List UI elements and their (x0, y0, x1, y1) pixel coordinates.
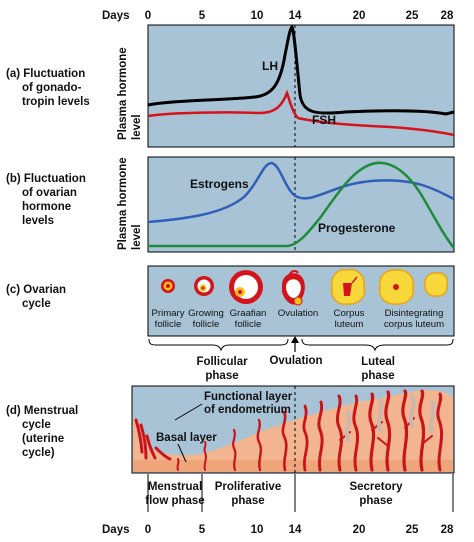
panel-a-title-3: tropin levels (22, 96, 90, 108)
stage-5-label-2: luteum (335, 319, 364, 330)
secretory-phase-label: Secretory (349, 481, 403, 493)
fsh-curve (147, 89, 455, 137)
lh-curve (147, 25, 455, 116)
panel-c-title-2: cycle (22, 298, 51, 310)
panel-b-ovarian-hormones: Estrogens Progesterone Plasma hormone le… (6, 156, 455, 253)
tick-top-0: 0 (145, 10, 151, 22)
uterine-glands (344, 394, 436, 442)
corpus-luteum-image (330, 268, 366, 306)
stage-6-label: Disintegrating (385, 308, 444, 319)
estrogens-label: Estrogens (190, 177, 249, 191)
tick-bottom-20: 20 (353, 524, 366, 536)
top-day-axis: Days 0 5 10 14 20 25 28 (102, 10, 454, 22)
proliferative-phase-label-2: phase (231, 495, 264, 507)
progesterone-label: Progesterone (318, 221, 396, 235)
panel-a-title: (a) Fluctuation (6, 68, 85, 80)
panel-a-ylabel-2: level (131, 114, 143, 140)
stage-6-label-2: corpus luteum (384, 319, 444, 330)
tick-bottom-28: 28 (441, 524, 454, 536)
panel-d-title-3: (uterine (22, 433, 64, 445)
panel-b-title: (b) Fluctuation (6, 173, 86, 185)
stage-4-label: Ovulation (278, 308, 319, 319)
panel-a-title-2: of gonado- (22, 82, 82, 94)
functional-layer-pointer (174, 403, 203, 421)
bottom-day-axis: Days 0 5 10 14 20 25 28 (102, 524, 454, 536)
tick-top-28: 28 (441, 10, 454, 22)
progesterone-curve (148, 161, 455, 249)
stage-2-label-2: follicle (193, 319, 220, 330)
stage-1-label-2: follicle (155, 319, 182, 330)
functional-layer-label: Functional layer (204, 391, 293, 403)
tick-top-5: 5 (199, 10, 206, 22)
stage-5-label: Corpus (334, 308, 365, 319)
days-label-bottom: Days (102, 524, 130, 536)
stage-1-label: Primary (151, 308, 184, 319)
luteal-phase-bracket (301, 338, 454, 352)
menstrual-phase-label: Menstrual (148, 481, 202, 493)
menstrual-phase-label-2: flow phase (145, 495, 204, 507)
panel-d-uterine-cycle: Functional layer of endometrium Basal la… (6, 385, 455, 512)
panel-a-plot-area (147, 24, 455, 148)
panel-a-gonadotropin: LH FSH Plasma hormone level (a) Fluctuat… (6, 24, 455, 148)
panel-a-ylabel: Plasma hormone (117, 47, 129, 140)
panel-c-ovarian-cycle: (c) Ovarian cycle (6, 265, 455, 382)
basal-layer-label: Basal layer (156, 432, 217, 444)
secretory-phase-label-2: phase (359, 495, 392, 507)
luteal-phase-label: Luteal (361, 356, 395, 368)
panel-d-title: (d) Menstrual (6, 405, 78, 417)
stage-3-label: Graafian (230, 308, 267, 319)
follicular-phase-label-2: phase (205, 370, 238, 382)
proliferative-phase-label: Proliferative (215, 481, 281, 493)
tick-top-25: 25 (406, 10, 419, 22)
tick-bottom-14: 14 (289, 524, 302, 536)
follicular-phase-label: Follicular (196, 356, 248, 368)
panel-b-ylabel-2: level (131, 224, 143, 250)
estrogens-curve (147, 161, 455, 224)
tick-top-20: 20 (353, 10, 366, 22)
luteal-phase-label-2: phase (361, 370, 394, 382)
basal-layer-pointer (177, 443, 187, 463)
panel-b-title-4: levels (22, 215, 54, 227)
panel-b-title-3: hormone (22, 201, 71, 213)
tick-top-10: 10 (251, 10, 264, 22)
panel-d-title-4: cycle) (22, 447, 55, 459)
disintegrating-corpus-luteum-image (378, 269, 449, 305)
growing-follicle-image (194, 276, 214, 296)
ovulation-label: Ovulation (269, 355, 322, 367)
graafian-follicle-image (229, 270, 263, 304)
tick-bottom-0: 0 (145, 524, 151, 536)
tick-bottom-10: 10 (251, 524, 264, 536)
stage-2-label: Growing (188, 308, 224, 319)
fsh-label: FSH (312, 113, 336, 127)
ovulation-arrowhead (291, 336, 299, 343)
menstrual-flow-shedding (134, 418, 172, 461)
lh-label: LH (262, 59, 278, 73)
follicular-phase-bracket (148, 338, 289, 352)
primary-follicle-image (161, 279, 175, 293)
tick-top-14: 14 (289, 10, 302, 22)
panel-b-ylabel: Plasma hormone (117, 157, 129, 250)
ovulation-image (282, 270, 305, 306)
days-label-top: Days (102, 10, 130, 22)
tick-bottom-25: 25 (406, 524, 419, 536)
functional-layer-label-2: of endometrium (204, 404, 291, 416)
panel-d-title-2: cycle (22, 419, 51, 431)
panel-b-title-2: of ovarian (22, 187, 77, 199)
tick-bottom-5: 5 (199, 524, 206, 536)
panel-c-title: (c) Ovarian (6, 284, 66, 296)
stage-3-label-2: follicle (235, 319, 262, 330)
spiral-arteries (176, 389, 444, 472)
